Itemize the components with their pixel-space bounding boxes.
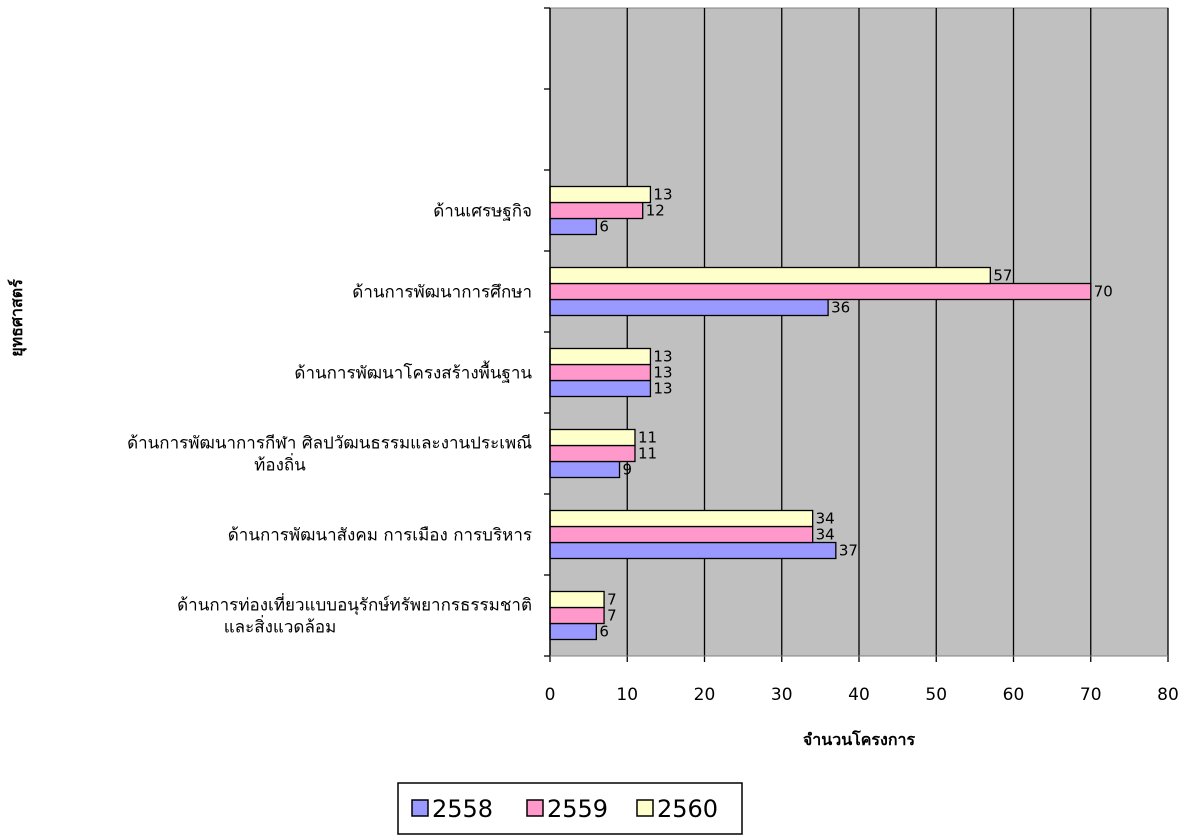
bar-2560 (549, 509, 814, 528)
category-label: ท้องถิ่น (254, 453, 306, 476)
bar-2560 (549, 590, 605, 609)
bar-2558 (549, 298, 829, 317)
bar-series (549, 185, 1092, 641)
category-label: ด้านการพัฒนาสังคม การเมือง การบริหาร (228, 526, 532, 546)
bar-2559 (549, 282, 1092, 301)
legend-items: 2558 2559 2560 (411, 795, 718, 823)
bar-2558 (549, 379, 652, 398)
x-tick-labels: 0 10 20 30 40 50 60 70 80 (545, 685, 1179, 705)
legend: 2558 2559 2560 (397, 782, 743, 835)
category-label: ด้านการพัฒนาโครงสร้างพื้นฐาน (294, 361, 532, 384)
bar-2559 (549, 444, 636, 463)
legend-box (397, 782, 743, 835)
x-tick-label: 80 (1157, 685, 1179, 705)
bar-2558 (549, 622, 597, 641)
category-label: ด้านการท่องเที่ยวแบบอนุรักษ์ทรัพยากรธรรม… (177, 593, 532, 616)
value-label: 13 (653, 186, 672, 204)
y-axis-title: ยุทธศาสตร์ (7, 279, 27, 357)
legend-swatch-2560 (636, 799, 654, 817)
bar-2559 (549, 525, 814, 544)
bar-2560 (549, 428, 636, 447)
category-label: และสิ่งแวดล้อม (224, 615, 337, 638)
value-label: 34 (816, 526, 835, 544)
category-labels: ด้านการท่องเที่ยวแบบอนุรักษ์ทรัพยากรธรรม… (127, 202, 532, 638)
category-label: ด้านเศรษฐกิจ (433, 202, 532, 222)
value-label: 13 (653, 380, 672, 398)
value-label: 6 (599, 218, 609, 236)
value-label: 36 (831, 299, 850, 317)
legend-label: 2560 (657, 795, 718, 823)
x-tick-label: 0 (545, 685, 556, 705)
value-label: 13 (653, 348, 672, 366)
value-label: 34 (816, 510, 835, 528)
x-axis-title: จำนวนโครงการ (803, 729, 916, 749)
value-label: 9 (623, 461, 633, 479)
x-tick-label: 10 (616, 685, 638, 705)
value-label: 11 (638, 429, 657, 447)
axes (544, 7, 1169, 662)
legend-label: 2559 (547, 795, 608, 823)
legend-label: 2558 (432, 795, 493, 823)
value-label: 7 (607, 591, 617, 609)
category-label: ด้านการพัฒนาการศึกษา (352, 283, 532, 303)
value-label: 13 (653, 364, 672, 382)
x-tick-label: 70 (1080, 685, 1102, 705)
category-label: ด้านการพัฒนาการกีฬา ศิลปวัฒนธรรมและงานปร… (127, 434, 532, 454)
x-tick-label: 30 (771, 685, 793, 705)
bar-2560 (549, 347, 652, 366)
x-tick-label: 20 (694, 685, 716, 705)
bar-2559 (549, 363, 652, 382)
value-label: 57 (993, 267, 1012, 285)
x-tick-label: 60 (1003, 685, 1025, 705)
value-label: 6 (599, 623, 609, 641)
bar-2560 (549, 185, 652, 204)
bar-2560 (549, 266, 991, 285)
value-label: 7 (607, 607, 617, 625)
x-tick-label: 40 (848, 685, 870, 705)
value-label: 11 (638, 445, 657, 463)
legend-swatch-2559 (526, 799, 544, 817)
value-label: 70 (1094, 283, 1113, 301)
bar-2558 (549, 217, 597, 236)
bar-2559 (549, 201, 644, 220)
x-tick-label: 50 (925, 685, 947, 705)
bar-2558 (549, 460, 621, 479)
value-label: 37 (839, 542, 858, 560)
bar-2558 (549, 541, 837, 560)
value-label: 12 (646, 202, 665, 220)
legend-swatch-2558 (411, 799, 429, 817)
bar-2559 (549, 606, 605, 625)
